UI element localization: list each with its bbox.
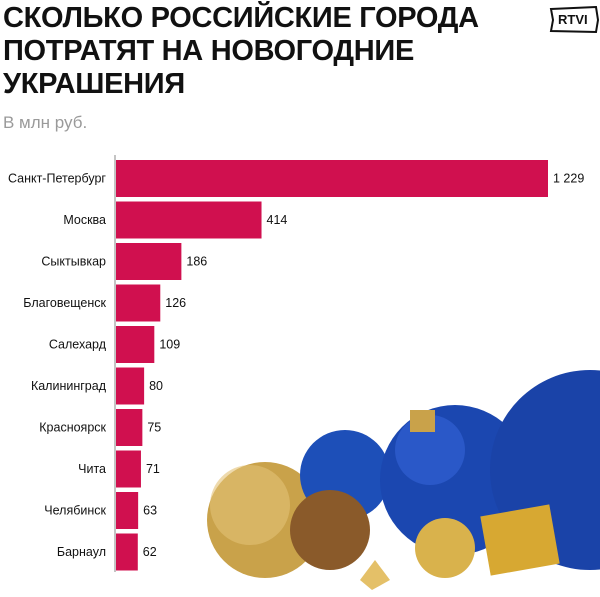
bar	[116, 492, 139, 529]
bar	[116, 201, 262, 239]
value-label: 75	[147, 421, 161, 435]
bar	[116, 409, 143, 446]
category-label: Санкт-Петербург	[8, 172, 106, 186]
value-label: 62	[143, 545, 157, 559]
bar	[116, 533, 138, 571]
value-label: 63	[143, 504, 157, 518]
logo-text: RTVI	[558, 12, 588, 27]
value-label: 1 229	[553, 172, 584, 186]
category-label: Барнаул	[57, 545, 106, 559]
value-label: 71	[146, 462, 160, 476]
bar	[116, 160, 548, 197]
value-label: 126	[165, 296, 186, 310]
bar	[116, 284, 161, 322]
value-label: 80	[149, 379, 163, 393]
bar	[116, 243, 182, 280]
value-label: 109	[159, 338, 180, 352]
category-label: Благовещенск	[23, 296, 106, 310]
category-label: Сыктывкар	[41, 255, 106, 269]
category-label: Красноярск	[39, 421, 106, 435]
category-label: Москва	[63, 213, 106, 227]
value-label: 414	[267, 213, 288, 227]
chart-title: СКОЛЬКО РОССИЙСКИЕ ГОРОДА ПОТРАТЯТ НА НО…	[3, 2, 479, 100]
bar	[116, 367, 145, 405]
value-label: 186	[186, 255, 207, 269]
bar	[116, 450, 141, 488]
ornaments-decoration	[207, 370, 600, 590]
category-label: Челябинск	[44, 504, 106, 518]
rtvi-logo: RTVI	[548, 5, 600, 34]
category-label: Чита	[78, 462, 106, 476]
category-label: Салехард	[49, 338, 107, 352]
category-label: Калининград	[31, 379, 107, 393]
bar	[116, 326, 155, 363]
chart-subtitle: В млн руб.	[3, 113, 88, 132]
